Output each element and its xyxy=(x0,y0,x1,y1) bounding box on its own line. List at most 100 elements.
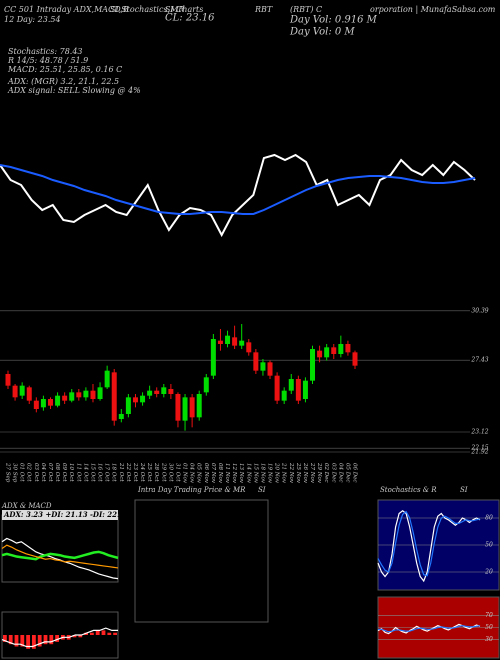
candle-body xyxy=(154,390,160,394)
candle-body xyxy=(260,362,266,371)
series-line xyxy=(1,550,119,561)
candle-body xyxy=(225,335,231,344)
panel-title: SI xyxy=(460,486,468,494)
x-tick-label: 24 Oct xyxy=(139,462,145,482)
panel xyxy=(1,514,119,583)
series-line xyxy=(0,153,476,238)
series-line xyxy=(1,627,118,648)
series-line xyxy=(377,510,481,583)
x-tick-label: 21 Oct xyxy=(118,462,124,482)
x-tick-label: 14 Nov xyxy=(245,463,251,484)
header-text: Day Vol: 0.916 M xyxy=(289,15,378,26)
candle-body xyxy=(253,352,259,371)
candle-body xyxy=(189,397,195,418)
candle-body xyxy=(118,414,124,419)
candle-body xyxy=(111,372,117,421)
x-tick-label: 11 Oct xyxy=(75,463,81,482)
hist-bar xyxy=(90,632,94,635)
header-text: orporation | MunafaSabsa.com xyxy=(370,5,496,14)
candle-body xyxy=(281,390,287,401)
x-tick-label: 08 Oct xyxy=(54,463,60,482)
y-tick-label: 20 xyxy=(484,569,493,576)
candle-body xyxy=(175,394,181,421)
x-tick-label: 15 Oct xyxy=(89,463,95,482)
x-tick-label: 27 Nov xyxy=(309,462,315,484)
header-text: 12 Day: 23.54 xyxy=(4,15,61,24)
y-tick-label: 30 xyxy=(485,636,493,643)
x-tick-label: 20 Nov xyxy=(274,462,280,484)
x-tick-label: 03 Dec xyxy=(330,463,336,483)
x-tick-label: 07 Oct xyxy=(47,463,53,482)
x-tick-label: 25 Nov xyxy=(295,462,301,484)
x-tick-label: 18 Nov xyxy=(259,463,265,484)
x-tick-label: 06 Nov xyxy=(203,463,209,484)
y-tick-label: 80 xyxy=(485,515,493,522)
y-tick-label: 22.15 xyxy=(470,445,488,452)
candle-body xyxy=(104,370,110,388)
panel xyxy=(1,611,119,659)
candle-body xyxy=(140,395,146,403)
hist-bar xyxy=(95,630,100,635)
candle-body xyxy=(161,387,167,394)
panel-title: Stochastics & R xyxy=(380,486,437,494)
x-tick-label: 27 Sep xyxy=(5,462,11,483)
y-tick-label: 50 xyxy=(485,542,493,549)
candle-body xyxy=(182,397,188,421)
candle-body xyxy=(26,387,32,401)
x-tick-label: 31 Oct xyxy=(174,463,180,482)
hist-bar xyxy=(107,632,112,635)
hist-bar xyxy=(32,635,36,649)
candle-body xyxy=(33,400,39,409)
candle-body xyxy=(345,344,351,353)
x-tick-label: 23 Oct xyxy=(132,462,138,482)
x-tick-label: 11 Nov xyxy=(224,463,230,484)
candle-body xyxy=(132,397,138,403)
x-tick-label: 04 Nov xyxy=(189,463,195,484)
x-tick-label: 12 Nov xyxy=(231,463,237,484)
candle-body xyxy=(12,385,18,398)
x-tick-label: 21 Nov xyxy=(281,462,287,484)
x-tick-label: 29 Oct xyxy=(160,462,166,482)
hist-bar xyxy=(55,635,59,642)
candle-body xyxy=(352,352,358,366)
y-tick-label: 50 xyxy=(485,624,493,631)
x-tick-label: 22 Oct xyxy=(125,462,131,482)
x-tick-label: 29 Nov xyxy=(316,462,322,484)
panel-title: Intra Day Trading Price & MR xyxy=(137,486,246,494)
hist-bar xyxy=(14,635,19,647)
x-tick-label: 15 Nov xyxy=(252,463,258,484)
x-tick-label: 17 Oct xyxy=(104,463,110,482)
header-text: CL: 23.16 xyxy=(165,13,215,24)
panel-title: SI xyxy=(258,486,266,494)
hist-bar xyxy=(20,635,25,647)
stat-text: R 14/5: 48.78 / 51.9 xyxy=(7,56,88,65)
x-tick-label: 16 Oct xyxy=(97,463,103,482)
x-tick-label: 02 Oct xyxy=(26,463,32,482)
label-bg xyxy=(2,510,118,520)
header: CC 501 Intraday ADX,MACD,B SI,Stochastic… xyxy=(4,5,496,95)
header-text: RBT xyxy=(254,5,273,14)
series-line xyxy=(1,544,119,569)
stat-text: ADX signal: SELL Slowing @ 4% xyxy=(7,86,141,95)
panel-label: ADX: 3.23 +DI: 21.13 -DI: 22.54 xyxy=(3,510,129,519)
x-tick-label: 26 Nov xyxy=(302,462,308,484)
x-tick-label: 06 Dec xyxy=(352,463,358,483)
stat-text: Stochastics: 78.43 xyxy=(8,47,83,56)
series-line xyxy=(378,625,481,633)
candle-body xyxy=(62,395,68,401)
x-tick-label: 18 Oct xyxy=(111,463,117,482)
y-tick-label: 70 xyxy=(485,612,493,619)
candle-body xyxy=(274,375,280,401)
candle-body xyxy=(246,342,252,353)
hist-bar xyxy=(113,632,117,635)
candle-body xyxy=(168,389,174,394)
x-tick-label: 08 Nov xyxy=(217,463,223,484)
header-text: SI Charts xyxy=(165,5,203,14)
candle-body xyxy=(217,340,223,344)
candle-body xyxy=(203,377,209,393)
x-tick-label: 14 Oct xyxy=(82,463,88,482)
candle-body xyxy=(97,387,103,399)
x-tick-label: 19 Nov xyxy=(267,463,273,484)
x-tick-label: 01 Nov xyxy=(182,463,188,484)
